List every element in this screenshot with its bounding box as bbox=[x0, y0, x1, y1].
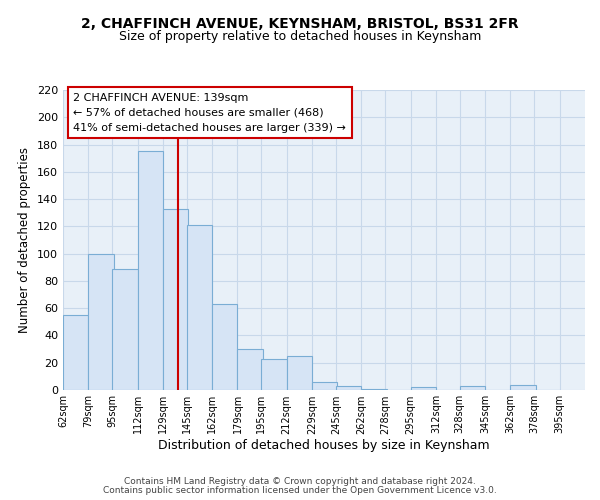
Y-axis label: Number of detached properties: Number of detached properties bbox=[19, 147, 31, 333]
Bar bbox=[163, 208, 188, 390]
Bar bbox=[460, 386, 485, 390]
Bar bbox=[88, 254, 114, 390]
Bar bbox=[511, 384, 536, 390]
X-axis label: Distribution of detached houses by size in Keynsham: Distribution of detached houses by size … bbox=[158, 439, 490, 452]
Bar bbox=[112, 268, 137, 390]
Text: 2, CHAFFINCH AVENUE, KEYNSHAM, BRISTOL, BS31 2FR: 2, CHAFFINCH AVENUE, KEYNSHAM, BRISTOL, … bbox=[81, 18, 519, 32]
Bar bbox=[238, 349, 263, 390]
Bar bbox=[187, 225, 212, 390]
Text: Contains HM Land Registry data © Crown copyright and database right 2024.: Contains HM Land Registry data © Crown c… bbox=[124, 477, 476, 486]
Bar bbox=[63, 315, 88, 390]
Bar bbox=[287, 356, 312, 390]
Bar bbox=[137, 152, 163, 390]
Bar bbox=[336, 386, 361, 390]
Bar bbox=[262, 358, 287, 390]
Bar bbox=[212, 304, 238, 390]
Text: Contains public sector information licensed under the Open Government Licence v3: Contains public sector information licen… bbox=[103, 486, 497, 495]
Bar bbox=[361, 388, 386, 390]
Text: Size of property relative to detached houses in Keynsham: Size of property relative to detached ho… bbox=[119, 30, 481, 43]
Bar bbox=[312, 382, 337, 390]
Text: 2 CHAFFINCH AVENUE: 139sqm
← 57% of detached houses are smaller (468)
41% of sem: 2 CHAFFINCH AVENUE: 139sqm ← 57% of deta… bbox=[73, 93, 346, 132]
Bar bbox=[410, 388, 436, 390]
